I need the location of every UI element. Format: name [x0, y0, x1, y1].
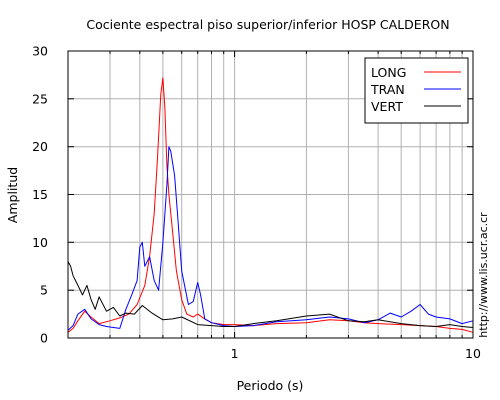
- axis-ticks: 1 10 0 5 10 15 20 25 30: [32, 44, 481, 362]
- x-axis-label: Periodo (s): [237, 378, 304, 393]
- series-line-tran: [67, 146, 474, 331]
- legend-label-vert: VERT: [371, 99, 403, 114]
- y-tick-label: 10: [32, 235, 48, 250]
- plot-series: [67, 77, 474, 333]
- legend: LONG TRAN VERT: [364, 57, 469, 124]
- y-tick-label: 5: [40, 283, 48, 298]
- y-tick-label: 20: [32, 139, 48, 154]
- series-line-vert: [67, 261, 474, 328]
- y-axis-label: Amplitud: [5, 167, 20, 223]
- chart-title: Cociente espectral piso superior/inferio…: [86, 17, 449, 32]
- source-url: http://www.lis.ucr.ac.cr: [477, 212, 490, 338]
- legend-label-long: LONG: [371, 65, 406, 80]
- y-tick-label: 0: [40, 331, 48, 346]
- y-tick-label: 15: [32, 187, 48, 202]
- legend-box: [364, 57, 469, 124]
- y-tick-label: 30: [32, 44, 48, 59]
- y-tick-label: 25: [32, 91, 48, 106]
- series-line-long: [67, 77, 474, 333]
- x-tick-label: 1: [231, 346, 239, 361]
- legend-label-tran: TRAN: [370, 82, 405, 97]
- x-tick-label: 10: [465, 346, 481, 361]
